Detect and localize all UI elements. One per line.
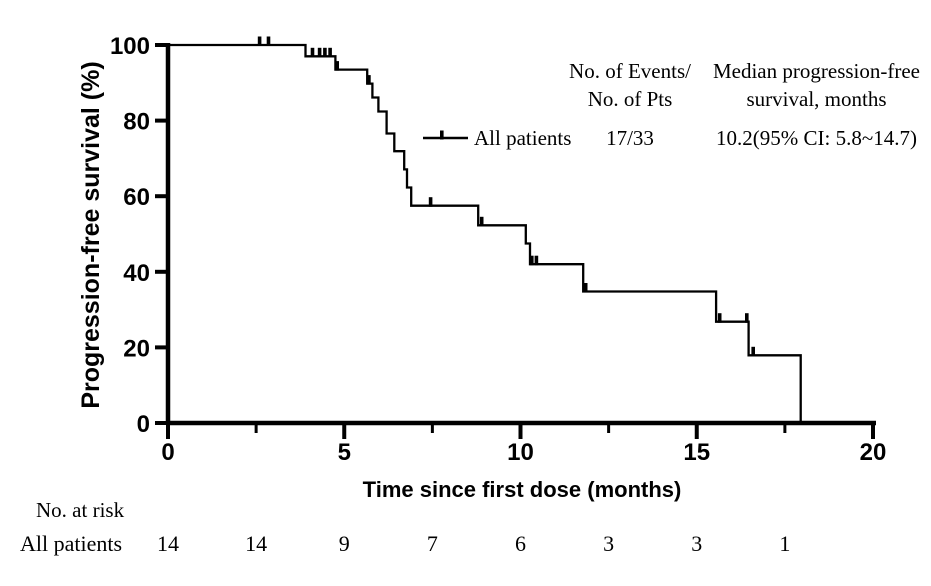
legend-median-header: Median progression-free survival, months	[702, 57, 931, 113]
censor-tick-mark	[479, 216, 484, 227]
risk-row-label: All patients	[20, 531, 123, 556]
risk-count: 3	[691, 531, 703, 556]
x-tick-label: 15	[683, 439, 710, 466]
risk-count: 14	[157, 531, 179, 556]
legend-events-header-line2: No. of Pts	[587, 87, 673, 111]
risk-count: 7	[426, 531, 438, 556]
risk-count: 14	[245, 531, 268, 556]
x-tick-label: 10	[507, 439, 534, 466]
legend-censor-tick-glyph	[440, 130, 444, 140]
y-axis-title: Progression-free survival (%)	[77, 61, 105, 409]
risk-count: 6	[515, 531, 526, 556]
risk-count: 3	[603, 531, 615, 556]
y-tick-label: 40	[123, 260, 150, 287]
censor-tick-mark	[310, 47, 315, 58]
risk-count: 1	[779, 531, 791, 556]
legend-events-header: No. of Events/ No. of Pts	[545, 57, 715, 113]
y-tick-label: 0	[137, 411, 150, 438]
censor-tick-mark	[751, 346, 755, 357]
censor-tick-mark	[335, 61, 339, 71]
censor-tick-mark	[317, 47, 322, 58]
x-tick-label: 20	[860, 439, 887, 466]
censor-tick-mark	[717, 313, 722, 323]
censor-tick-mark	[266, 36, 271, 46]
censor-tick-mark	[323, 47, 327, 58]
legend-events-value: 17/33	[606, 126, 654, 150]
censor-tick-mark	[367, 75, 371, 85]
censor-tick-mark	[745, 313, 749, 323]
legend-median-value: 10.2(95% CI: 5.8~14.7)	[716, 126, 917, 150]
legend-median-header-line1: Median progression-free	[712, 59, 920, 83]
x-tick-label: 0	[161, 439, 174, 466]
legend-median-header-line2: survival, months	[746, 87, 887, 111]
censor-tick-mark	[583, 283, 588, 293]
censor-tick-mark	[534, 255, 539, 266]
legend-events-header-line1: No. of Events/	[569, 59, 691, 83]
km-line-censor-legend-symbol	[423, 130, 468, 140]
risk-counts-row: 14 14 9 7 6 3 3 1	[0, 531, 931, 561]
y-tick-label: 60	[123, 184, 150, 211]
risk-table-header: No. at risk	[36, 498, 125, 522]
censor-tick-mark	[328, 47, 332, 58]
x-tick-label: 5	[338, 439, 351, 466]
risk-count: 9	[338, 531, 350, 556]
censor-tick-mark	[530, 255, 534, 266]
censor-tick-mark	[257, 36, 262, 46]
y-tick-label: 20	[123, 335, 150, 362]
legend-series-label: All patients	[474, 126, 572, 150]
y-tick-label: 80	[123, 109, 150, 136]
censor-tick-mark	[428, 197, 433, 207]
x-axis-title: Time since first dose (months)	[362, 477, 682, 502]
y-tick-label: 100	[110, 33, 150, 60]
